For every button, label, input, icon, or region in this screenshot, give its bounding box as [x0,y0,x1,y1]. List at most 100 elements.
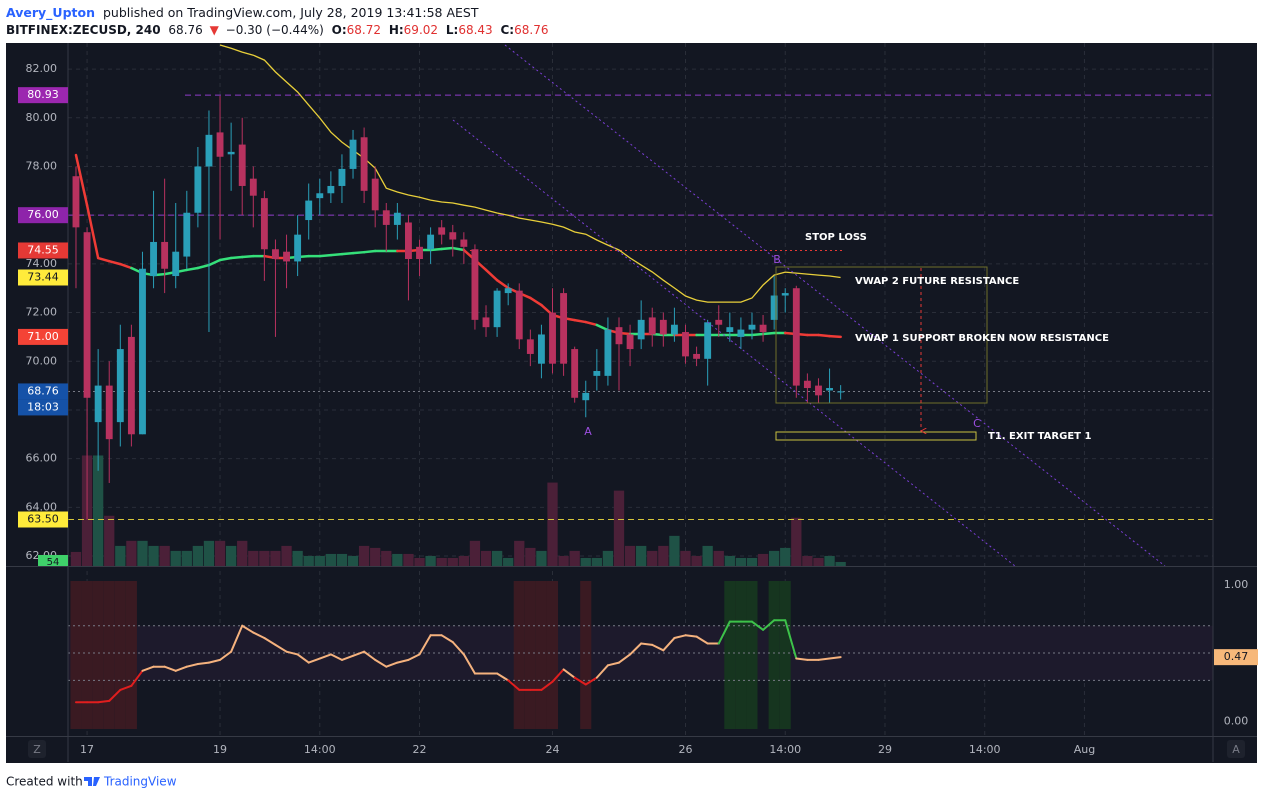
vwap-segment [484,268,499,282]
y-tick-label: 70.00 [26,354,58,367]
volume-bar [270,550,281,566]
candle-body [482,317,490,328]
value-tag [1214,649,1258,666]
auto-button-label[interactable]: A [1232,743,1240,756]
volume-bar [680,550,691,566]
candle-body [72,176,80,228]
candle-body [648,317,656,335]
volume-bar [225,545,237,566]
volume-bar [392,553,403,566]
x-tick-label: 14:00 [304,743,336,756]
volume-bar [159,545,170,566]
candle-body [227,151,235,155]
channel-line [504,44,1166,566]
candle-body [105,385,113,440]
oscillator-segment [119,684,133,691]
oscillator-segment [385,661,399,668]
volume-bar [569,550,580,566]
ohlc-label: L: [446,23,458,37]
brand-name[interactable]: TradingView [103,775,177,789]
candle-body [471,249,479,320]
candle-body [682,332,689,357]
oscillator-segment [462,653,476,675]
drawings: STOP LOSS VWAP 2 FUTURE RESISTANCE VWAP … [452,44,1166,566]
candle-body [393,212,401,225]
oscillator-segment [396,658,410,664]
x-tick-label: Aug [1074,743,1095,756]
auto-button[interactable] [1227,740,1245,758]
volume-bar [259,550,270,566]
price-layer [68,44,1213,566]
volume-tag: 54 [38,554,68,568]
candle-body [205,134,213,167]
candle-body [161,241,169,269]
volume-bar [558,555,569,566]
volume-tag-label: 54 [47,557,60,568]
volume-bar [425,555,436,566]
volume-bar [768,550,780,566]
oscillator-segment [562,668,576,679]
candle-body [781,293,789,296]
oscillator-segment [817,657,831,661]
y-tick-label: 66.00 [26,452,58,465]
oscillator-segment [828,656,842,660]
candle-body [116,349,124,423]
candle-body [670,324,678,335]
volume-bar [647,550,658,566]
candle-body [504,288,512,294]
volume-bar [602,550,614,566]
oscillator-segment [185,662,199,668]
candle-body [704,322,712,359]
volume-bar [381,550,392,566]
candle-body [272,249,279,259]
candle-body [283,251,290,262]
y-tick-label: 78.00 [26,159,58,172]
candle-body [560,293,568,364]
volume-bar [192,545,204,566]
oscillator-segment [717,620,731,645]
candle-body [327,185,335,194]
oscillator-segment [329,653,343,661]
high-zone [724,581,736,729]
candle-body [615,327,623,345]
oscillator-segment [784,619,798,660]
zoom-button[interactable] [28,740,46,758]
author[interactable]: Avery_Upton [6,5,95,21]
volume-bar [170,550,181,566]
high-zone [746,581,758,729]
candle-body [837,391,845,393]
volume-bar [735,557,747,566]
low-zone [580,581,592,729]
candle-body [726,327,734,333]
volume-bar [126,540,137,566]
volume-bar [214,540,226,566]
price-tag-label: 74.55 [27,243,59,256]
zoom-button-label[interactable]: Z [33,743,41,756]
volume-bar [613,490,625,566]
oscillator-segment [573,676,587,686]
volume-bar [469,540,481,566]
low-zone [114,581,126,729]
vwap-segment [761,331,776,336]
candle-body [826,388,833,391]
candle-body [260,198,268,250]
candle-body [249,178,257,196]
price-tag [18,269,68,286]
oscillator-segment [352,650,366,657]
low-zone [535,581,547,729]
y2-tick-label: 1.00 [1224,578,1249,591]
candle-body [582,392,590,401]
candle-body [526,339,534,354]
vwap-segment [74,153,89,207]
candle-body [139,268,146,435]
ohlc-label: H: [389,23,404,37]
low-zone [524,581,536,729]
change: −0.30 (−0.44%) [226,23,324,37]
brand-logo[interactable] [84,777,100,786]
volume-bar [691,555,702,566]
volume-bar [536,550,547,566]
vwap-segment [529,296,543,307]
low-zone [513,581,525,729]
oscillator-segment [374,658,388,668]
